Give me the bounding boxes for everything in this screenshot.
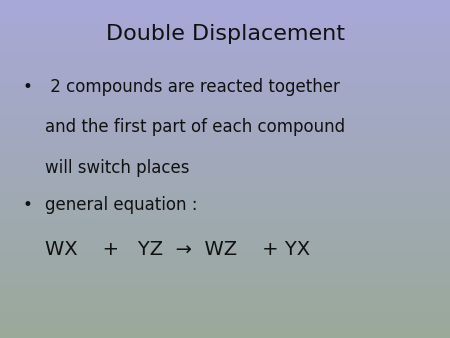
Text: •: •: [22, 78, 32, 96]
Text: 2 compounds are reacted together: 2 compounds are reacted together: [45, 78, 340, 96]
Text: and the first part of each compound: and the first part of each compound: [45, 118, 345, 136]
Text: Double Displacement: Double Displacement: [105, 24, 345, 44]
Text: will switch places: will switch places: [45, 159, 189, 177]
Text: •: •: [22, 196, 32, 214]
Text: WX    +   YZ  →  WZ    + YX: WX + YZ → WZ + YX: [45, 240, 310, 259]
Text: general equation :: general equation :: [45, 196, 198, 214]
